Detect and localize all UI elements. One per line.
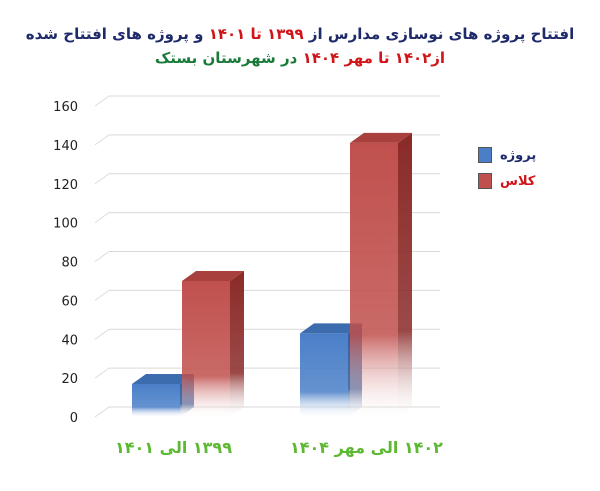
y-tick-label: 20: [61, 372, 78, 387]
legend-swatch-class: [478, 173, 492, 189]
chart-title: افتتاح پروژه های نوسازی مدارس از ۱۳۹۹ تا…: [0, 22, 600, 70]
chart-legend: پروژه کلاس: [478, 142, 536, 194]
legend-label-class: کلاس: [500, 173, 536, 189]
legend-label-project: پروژه: [500, 147, 537, 163]
grid-depth-line: [94, 212, 110, 224]
bar-front-face: [350, 142, 398, 417]
bar-top-face: [350, 132, 412, 143]
title-line1-part1: افتتاح پروژه های نوسازی مدارس از: [308, 25, 575, 43]
y-tick-label: 140: [53, 139, 78, 154]
legend-item-class: کلاس: [478, 168, 536, 194]
title-line1-part2: ۱۳۹۹ تا ۱۴۰۱: [208, 25, 304, 43]
y-tick-label: 60: [61, 294, 78, 309]
grid-depth-line: [94, 406, 110, 418]
grid-depth-line: [94, 134, 110, 146]
bar-top-face: [300, 323, 362, 334]
grid-depth-line: [94, 95, 110, 107]
grid-depth-line: [94, 289, 110, 301]
grid-depth-line: [94, 328, 110, 340]
grid-depth-line: [94, 251, 110, 262]
title-line1-part3: و پروژه های افتتاح شده: [25, 25, 204, 43]
x-category-label-2: ۱۴۰۲ الی مهر ۱۴۰۴: [290, 438, 443, 457]
title-line-2: از۱۴۰۲ تا مهر ۱۴۰۴ در شهرستان بستک: [0, 46, 600, 70]
title-line2-part2: در شهرستان بستک: [154, 49, 298, 67]
title-line2-part1: از۱۴۰۲ تا مهر ۱۴۰۴: [302, 49, 446, 67]
bar-front-face: [182, 280, 230, 417]
x-category-label-1: ۱۳۹۹ الی ۱۴۰۱: [115, 438, 232, 457]
legend-swatch-project: [478, 147, 492, 163]
grid-depth-line: [94, 173, 110, 185]
bar-front-face: [300, 333, 348, 417]
bar-class-1: [182, 270, 244, 417]
bar-class-2: [350, 132, 412, 417]
title-line-1: افتتاح پروژه های نوسازی مدارس از ۱۳۹۹ تا…: [0, 22, 600, 46]
bar-side-face: [230, 270, 244, 417]
grid-depth-line: [94, 367, 110, 379]
bar-side-face: [398, 132, 412, 417]
y-tick-label: 160: [53, 100, 78, 115]
y-tick-label: 120: [53, 178, 78, 193]
y-tick-label: 100: [53, 217, 78, 232]
bar-front-face: [132, 383, 180, 417]
y-tick-label: 40: [61, 333, 78, 348]
bar-top-face: [132, 373, 194, 384]
y-tick-label: 0: [70, 411, 78, 426]
y-tick-label: 80: [61, 256, 78, 271]
bar-top-face: [182, 270, 244, 281]
legend-item-project: پروژه: [478, 142, 536, 168]
